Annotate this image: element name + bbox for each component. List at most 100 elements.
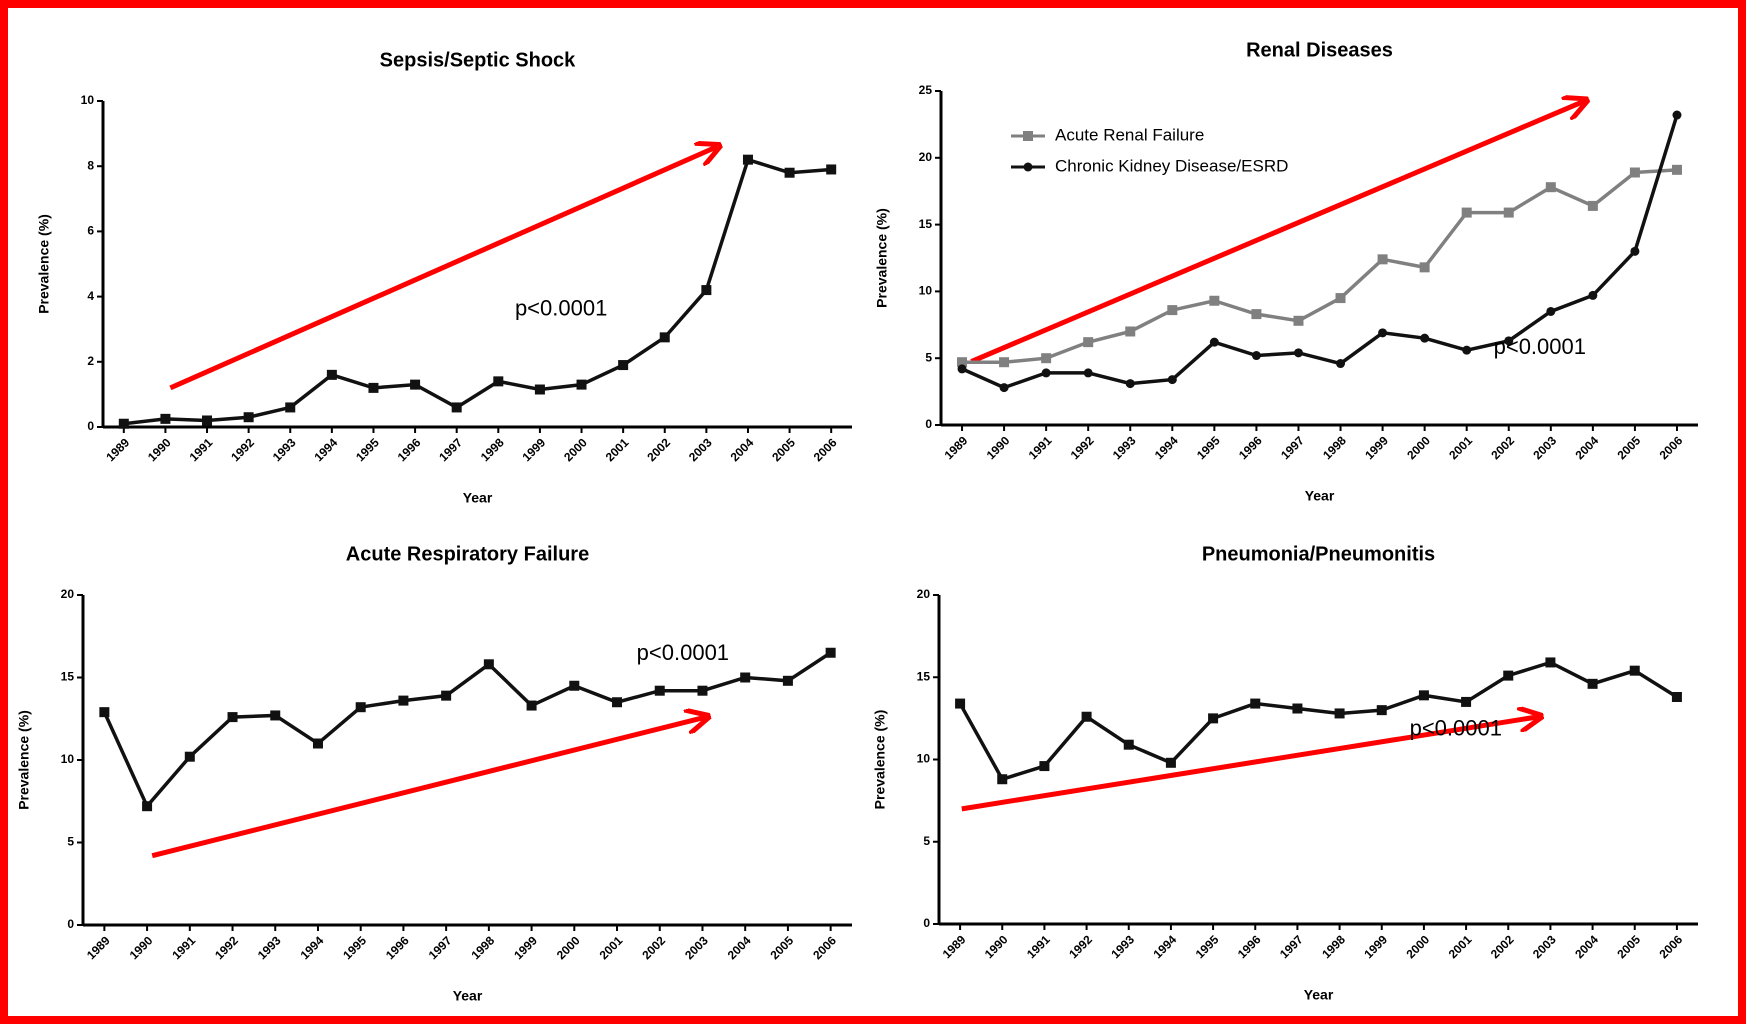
data-point <box>659 332 670 343</box>
data-point <box>355 702 366 713</box>
x-tick-label: 1992 <box>1068 433 1097 462</box>
data-point <box>1293 315 1304 326</box>
data-point <box>1377 254 1388 265</box>
legend-label: Chronic Kidney Disease/ESRD <box>1055 156 1288 175</box>
data-point <box>1081 711 1092 722</box>
data-point <box>569 680 580 691</box>
y-tick-label: 2 <box>87 354 94 368</box>
x-tick-label: 2002 <box>644 435 673 464</box>
x-tick-label: 2002 <box>639 933 668 962</box>
legend-marker <box>1023 162 1033 172</box>
data-point <box>1629 167 1640 178</box>
x-tick-label: 1996 <box>1236 433 1265 462</box>
y-tick-label: 5 <box>67 835 74 849</box>
x-tick-label: 1997 <box>1278 433 1307 462</box>
chart-title: Acute Respiratory Failure <box>346 543 589 565</box>
data-point <box>1461 696 1472 707</box>
data-point <box>826 164 837 175</box>
data-point <box>1083 368 1093 378</box>
y-tick-label: 20 <box>919 150 933 164</box>
data-point <box>184 751 195 762</box>
x-tick-label: 2001 <box>1446 433 1475 462</box>
data-point <box>1462 345 1472 355</box>
data-point <box>493 376 504 387</box>
x-tick-label: 1990 <box>984 433 1013 462</box>
x-tick-label: 1991 <box>169 933 198 962</box>
data-point <box>825 647 836 658</box>
data-point <box>1167 305 1178 316</box>
data-point <box>312 738 323 749</box>
data-point <box>1461 207 1472 218</box>
data-point <box>612 697 623 708</box>
y-tick-label: 10 <box>61 752 75 766</box>
data-point <box>1378 328 1388 338</box>
x-tick-label: 2003 <box>682 933 711 962</box>
x-tick-label: 2006 <box>810 933 839 962</box>
data-point <box>1587 678 1598 689</box>
trend-arrow <box>169 147 717 391</box>
chart-title: Pneumonia/Pneumonitis <box>1202 543 1435 565</box>
data-point <box>1251 309 1262 320</box>
x-tick-label: 1999 <box>1362 433 1391 462</box>
y-axis-label: Prevalence (%) <box>874 208 890 308</box>
data-point <box>1123 739 1134 750</box>
data-point <box>782 675 793 686</box>
x-axis-label: Year <box>1304 987 1334 1003</box>
y-tick-label: 5 <box>923 834 930 848</box>
data-point <box>1587 200 1598 211</box>
data-point <box>1165 757 1176 768</box>
y-axis-label: Prevalence (%) <box>872 710 888 810</box>
data-point <box>654 685 665 696</box>
data-point <box>999 357 1010 368</box>
data-point <box>697 685 708 696</box>
x-tick-label: 1996 <box>383 933 412 962</box>
x-tick-label: 2006 <box>811 435 840 464</box>
y-axis-label: Prevalence (%) <box>36 214 52 314</box>
x-tick-label: 1997 <box>426 933 455 962</box>
x-tick-label: 1996 <box>1235 932 1264 961</box>
x-tick-label: 1991 <box>1026 433 1055 462</box>
data-point <box>701 285 712 296</box>
p-value-annotation: p<0.0001 <box>1494 334 1586 359</box>
data-point <box>957 357 968 368</box>
x-tick-label: 1994 <box>311 435 340 464</box>
x-tick-label: 1998 <box>1320 433 1349 462</box>
x-tick-label: 2005 <box>1614 932 1643 961</box>
x-tick-label: 2005 <box>769 435 798 464</box>
data-point <box>997 774 1008 785</box>
legend-marker <box>1023 131 1033 141</box>
x-tick-label: 1995 <box>1193 932 1222 961</box>
x-tick-label: 1999 <box>1361 932 1390 961</box>
series-line <box>123 157 832 426</box>
data-point <box>1503 670 1514 681</box>
data-point <box>1083 337 1094 348</box>
x-tick-label: 1992 <box>1066 932 1095 961</box>
x-tick-label: 1992 <box>228 435 257 464</box>
data-point <box>1251 351 1261 361</box>
y-tick-label: 10 <box>81 93 95 107</box>
data-point <box>1503 207 1514 218</box>
x-tick-label: 1998 <box>1319 932 1348 961</box>
x-tick-label: 2003 <box>686 435 715 464</box>
data-point <box>1588 290 1598 300</box>
data-point <box>1209 295 1220 306</box>
y-tick-label: 15 <box>61 670 75 684</box>
y-tick-label: 25 <box>919 83 933 97</box>
data-point <box>227 712 238 723</box>
data-point <box>410 379 421 390</box>
data-point <box>1209 337 1219 347</box>
data-point <box>1418 690 1429 701</box>
x-tick-label: 2006 <box>1656 932 1685 961</box>
trend-arrow <box>961 717 1539 812</box>
data-point <box>618 360 629 371</box>
data-point <box>1125 326 1136 337</box>
x-tick-label: 1995 <box>1194 433 1223 462</box>
data-point <box>1125 379 1135 389</box>
data-point <box>1208 713 1219 724</box>
data-point <box>1546 306 1556 316</box>
x-tick-label: 1997 <box>1277 932 1306 961</box>
data-point <box>285 402 296 413</box>
data-point <box>1250 698 1261 709</box>
data-point <box>1335 293 1346 304</box>
